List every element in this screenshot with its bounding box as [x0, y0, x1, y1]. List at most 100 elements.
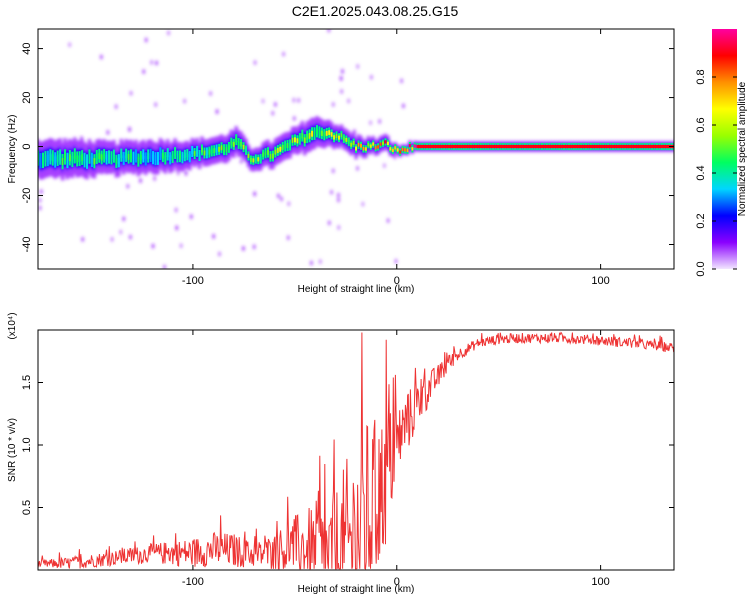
spectrogram-cell [411, 147, 414, 151]
spectrogram-panel: -100 0 100 -40 -20 0 20 40 Height of straight … [7, 28, 675, 295]
spectrogram-cell [227, 144, 230, 150]
spectrogram-cell [100, 154, 103, 161]
colorbar-label: Normalized spectral amplitude [737, 81, 748, 216]
spectrogram-cell [130, 152, 133, 159]
spectrogram-speckle [331, 168, 335, 174]
spectrogram-cell [164, 155, 167, 162]
spectrogram-cell [394, 146, 397, 150]
spectrogram-cell [176, 153, 179, 160]
spectrogram-cell [188, 154, 191, 160]
spectrogram-cell [127, 153, 130, 160]
spectrogram-cell [330, 132, 333, 137]
spectrogram-speckle [153, 176, 157, 182]
spectrogram-cell [186, 152, 189, 158]
spectrogram-speckle [286, 235, 290, 241]
spectrogram-cell [90, 156, 93, 164]
spectrogram-speckle [309, 260, 313, 266]
spectrogram-cell [213, 148, 216, 154]
spectrogram-cell [59, 153, 62, 161]
spectrogram-cell [218, 146, 221, 152]
spectrogram-speckle [253, 60, 257, 66]
spectrogram-cell [122, 155, 125, 162]
spectrogram-cell [139, 154, 142, 161]
spectrogram-cell [399, 150, 402, 154]
spectrogram-cell [342, 136, 345, 141]
spectrogram-cell [66, 156, 69, 164]
snr-series-line [38, 331, 674, 570]
spectrogram-cell [205, 150, 208, 156]
spectrogram-speckle [38, 197, 42, 203]
snr-frame [37, 329, 675, 571]
spectrogram-cell [125, 152, 128, 159]
spectrogram-cell [154, 155, 157, 162]
spectrogram-speckle [215, 109, 219, 115]
spectrogram-y-tick-label: -40 [21, 237, 33, 253]
spectrogram-cell [374, 146, 377, 150]
spectrogram-cell [198, 153, 201, 159]
figure-title: C2E1.2025.043.08.25.G15 [292, 3, 459, 19]
spectrogram-x-tick-label: 0 [394, 275, 400, 287]
spectrogram-frame [37, 28, 675, 270]
spectrogram-cell [225, 147, 228, 153]
spectrogram-speckle [184, 170, 188, 176]
spectrogram-cell [413, 144, 416, 148]
spectrogram-cell [152, 154, 155, 161]
spectrogram-speckle [386, 218, 390, 224]
spectrogram-cell [379, 142, 382, 146]
spectrogram-cell [325, 130, 328, 136]
spectrogram-cell [223, 147, 226, 153]
spectrogram-speckle [394, 258, 398, 264]
spectrogram-speckle [297, 97, 301, 103]
spectrogram-cell [39, 157, 42, 165]
spectrogram-cell [254, 156, 257, 162]
spectrogram-speckle [122, 216, 126, 222]
spectrogram-speckle [183, 98, 187, 104]
spectrogram-cell [73, 152, 76, 160]
spectrogram-cell [95, 153, 98, 161]
spectrogram-cell [215, 147, 218, 153]
spectrogram-core [38, 125, 674, 170]
spectrogram-cell [181, 154, 184, 161]
spectrogram-image [38, 29, 674, 269]
spectrogram-cell [132, 155, 135, 162]
colorbar-tick-label: 0.0 [695, 261, 707, 276]
spectrogram-cell [281, 144, 284, 150]
spectrogram-cell [237, 141, 240, 146]
spectrogram-speckle [280, 196, 284, 202]
spectrogram-cell [103, 152, 106, 159]
spectrogram-cell [303, 137, 306, 144]
spectrogram-speckle [167, 30, 171, 36]
spectrogram-cell [362, 146, 365, 151]
spectrogram-speckle [292, 97, 296, 103]
spectrogram-speckle [292, 116, 296, 122]
spectrogram-cell [98, 152, 101, 160]
spectrogram-cell [41, 156, 44, 164]
spectrogram-cell [284, 143, 287, 149]
spectrogram-cell [406, 148, 409, 152]
spectrogram-cell [171, 154, 174, 160]
spectrogram-speckle [217, 251, 221, 257]
colorbar: 0.0 0.2 0.4 0.6 0.8 Normalized spectral ampl… [695, 29, 748, 277]
spectrogram-speckle [150, 59, 154, 65]
spectrogram-cell [337, 135, 340, 140]
spectrogram-speckle [252, 244, 256, 250]
spectrogram-speckle [99, 54, 103, 60]
spectrogram-y-tick-label: -20 [21, 188, 33, 204]
spectrogram-cell [293, 137, 296, 143]
spectrogram-cell [49, 153, 52, 161]
spectrogram-cell [93, 158, 96, 165]
spectrogram-speckle [340, 68, 344, 74]
spectrogram-cell [183, 152, 186, 159]
spectrogram-speckle [287, 201, 291, 207]
spectrogram-cell [279, 146, 282, 152]
spectrogram-speckle [155, 60, 159, 66]
spectrogram-cell [345, 137, 348, 142]
spectrogram-cell [78, 155, 81, 162]
spectrogram-cell [108, 153, 111, 161]
spectrogram-speckle [110, 236, 114, 242]
spectrogram-cell [142, 152, 145, 159]
spectrogram-speckle [337, 225, 341, 231]
spectrogram-cell [110, 154, 113, 161]
spectrogram-cell [88, 153, 91, 160]
colorbar-tick-label: 0.8 [695, 69, 707, 84]
